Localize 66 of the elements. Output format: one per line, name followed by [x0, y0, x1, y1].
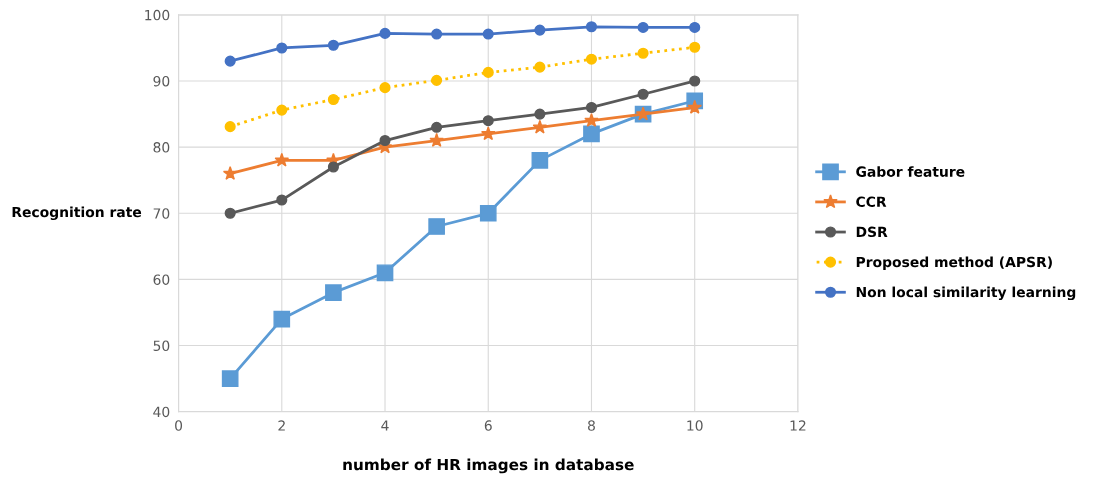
y-axis-title: Recognition rate — [12, 206, 142, 221]
point — [585, 101, 598, 114]
point — [482, 28, 494, 40]
point — [584, 113, 599, 128]
point — [637, 47, 649, 59]
point — [276, 194, 288, 206]
point — [431, 28, 443, 40]
x-tick-label: 10 — [687, 420, 703, 431]
point — [531, 152, 549, 169]
point — [224, 121, 236, 133]
point — [482, 115, 494, 127]
y-tick-label: 50 — [153, 340, 170, 352]
y-tick-label: 40 — [153, 406, 170, 418]
point — [327, 93, 339, 106]
legend-label: Gabor feature — [856, 166, 965, 177]
point — [482, 66, 494, 78]
point — [428, 218, 445, 235]
y-tick-label: 100 — [145, 9, 170, 21]
point — [222, 165, 238, 180]
y-tick-label: 90 — [153, 75, 170, 87]
point — [327, 161, 339, 173]
point — [689, 21, 701, 34]
point — [585, 21, 598, 33]
x-tick-label: 2 — [278, 420, 285, 431]
y-tick-label: 80 — [153, 142, 170, 153]
point — [276, 104, 288, 116]
point — [637, 88, 649, 100]
point — [431, 74, 443, 86]
point — [689, 41, 701, 53]
legend-label: Proposed method (APSR) — [856, 256, 1052, 270]
x-tick-label: 12 — [790, 420, 806, 431]
point — [273, 310, 291, 328]
point — [689, 75, 701, 87]
x-tick-label: 4 — [381, 420, 389, 431]
legend-label: CCR — [856, 196, 887, 207]
x-tick-label: 8 — [588, 420, 595, 431]
point — [431, 121, 443, 133]
point — [325, 284, 342, 301]
point — [224, 207, 236, 219]
point — [479, 204, 497, 222]
point — [687, 99, 703, 114]
point — [585, 53, 598, 65]
y-tick-label: 60 — [153, 274, 170, 285]
point — [379, 82, 391, 94]
point — [274, 152, 290, 167]
point — [376, 264, 394, 282]
point — [379, 27, 391, 39]
legend-label: Non local similarity learning — [856, 286, 1076, 301]
point — [379, 134, 391, 147]
point — [534, 24, 546, 36]
point — [221, 370, 239, 387]
point — [534, 108, 546, 120]
x-axis-title: number of HR images in database — [343, 458, 634, 474]
point — [224, 55, 236, 67]
point — [429, 132, 444, 147]
point — [276, 42, 288, 54]
point — [532, 119, 548, 134]
y-tick-label: 70 — [153, 208, 170, 219]
point — [583, 125, 600, 143]
point — [637, 21, 649, 34]
point — [480, 126, 496, 141]
legend-label: DSR — [856, 226, 888, 238]
point — [327, 39, 339, 51]
x-tick-label: 6 — [484, 420, 492, 431]
point — [534, 61, 546, 73]
x-tick-label: 0 — [175, 420, 183, 431]
